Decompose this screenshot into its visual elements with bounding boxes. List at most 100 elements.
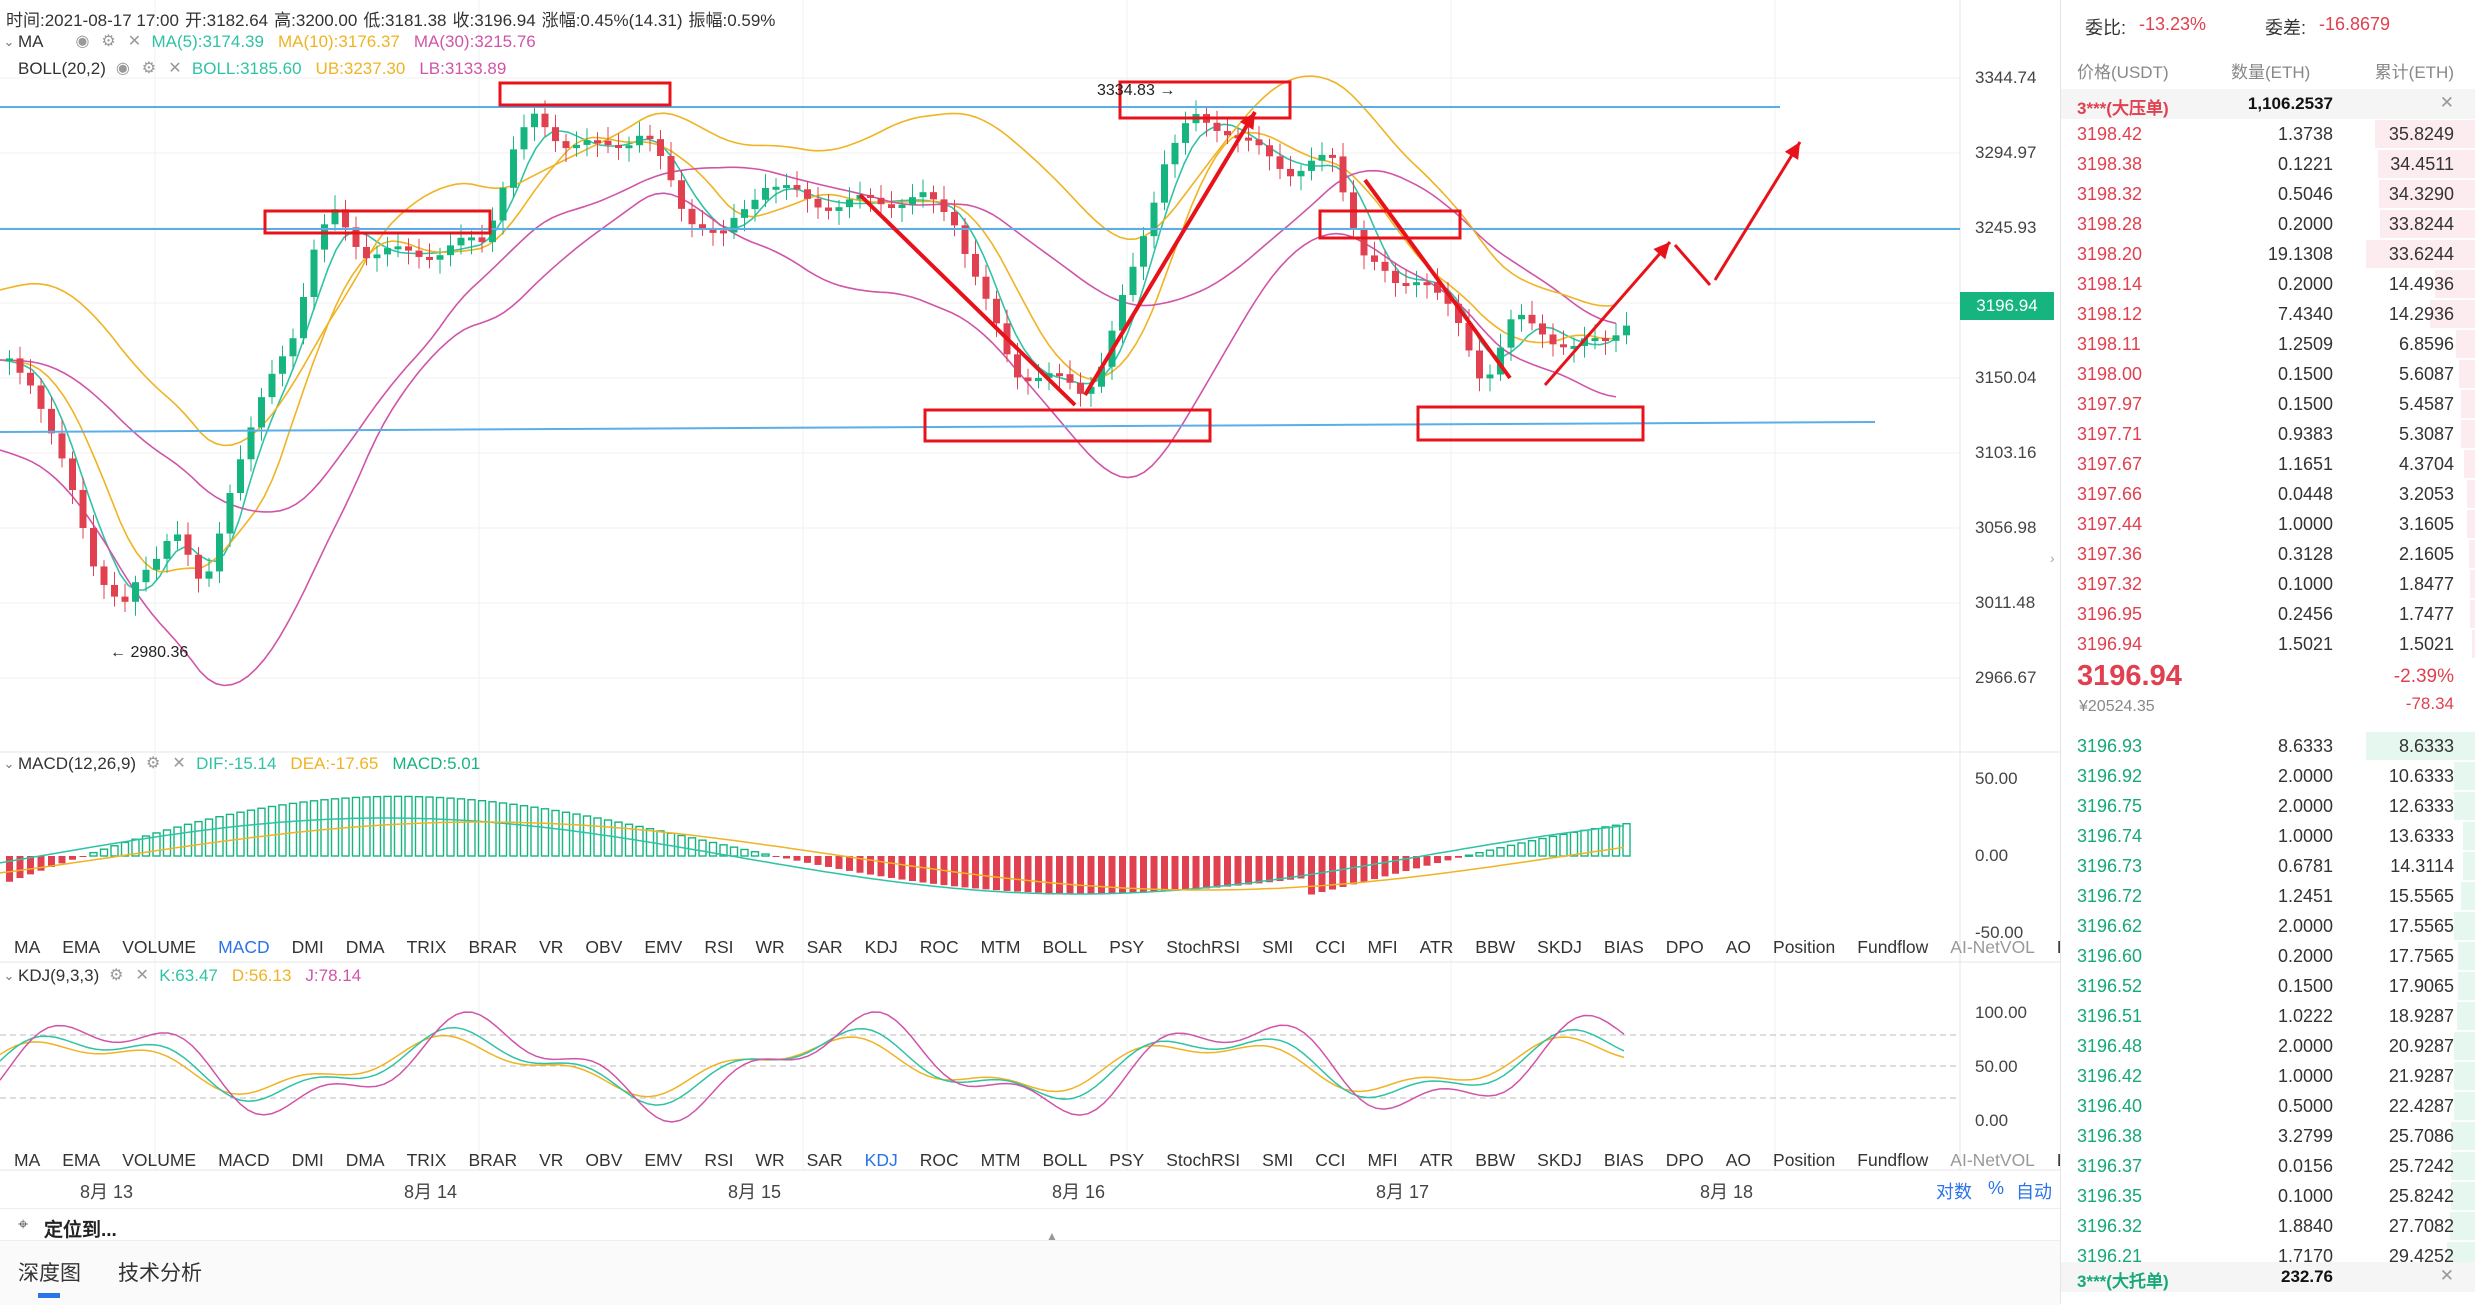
ask-row[interactable]: 3197.32 0.1000 1.8477 xyxy=(2061,569,2475,599)
tab-roc[interactable]: ROC xyxy=(919,937,959,957)
bid-row[interactable]: 3196.93 8.6333 8.6333 xyxy=(2061,731,2475,761)
tab-dmi[interactable]: DMI xyxy=(291,937,324,957)
bid-row[interactable]: 3196.42 1.0000 21.9287 xyxy=(2061,1061,2475,1091)
ask-row[interactable]: 3198.20 19.1308 33.6244 xyxy=(2061,239,2475,269)
tab-macd[interactable]: MACD xyxy=(218,937,270,957)
ask-row[interactable]: 3197.66 0.0448 3.2053 xyxy=(2061,479,2475,509)
chevron-down-icon[interactable]: ⌄ xyxy=(3,756,15,771)
gear-icon[interactable]: ⚙ xyxy=(101,33,116,50)
tab-mfi[interactable]: MFI xyxy=(1367,937,1398,957)
tab-smi[interactable]: SMI xyxy=(1262,937,1294,957)
chevron-down-icon[interactable]: ⌄ xyxy=(3,34,15,49)
tab-fundflow[interactable]: Fundflow xyxy=(1857,937,1929,957)
tab-vr[interactable]: VR xyxy=(539,937,564,957)
tab-rsi[interactable]: RSI xyxy=(704,937,734,957)
tab-technical-analysis[interactable]: 技术分析 xyxy=(118,1262,202,1285)
ask-row[interactable]: 3197.97 0.1500 5.4587 xyxy=(2061,389,2475,419)
tab-dma[interactable]: DMA xyxy=(345,1150,385,1170)
bid-row[interactable]: 3196.38 3.2799 25.7086 xyxy=(2061,1121,2475,1151)
tab-rsi[interactable]: RSI xyxy=(704,1150,734,1170)
gear-icon[interactable]: ⚙ xyxy=(145,755,161,772)
bid-row[interactable]: 3196.92 2.0000 10.6333 xyxy=(2061,761,2475,791)
collapse-handle-icon[interactable]: › xyxy=(2050,550,2055,566)
tab-stochrsi[interactable]: StochRSI xyxy=(1166,937,1241,957)
tab-smi[interactable]: SMI xyxy=(1262,1150,1294,1170)
tab-bbw[interactable]: BBW xyxy=(1475,937,1516,957)
percent-scale-button[interactable]: % xyxy=(1988,1178,2005,1198)
ask-row[interactable]: 3198.32 0.5046 34.3290 xyxy=(2061,179,2475,209)
bid-row[interactable]: 3196.51 1.0222 18.9287 xyxy=(2061,1001,2475,1031)
close-icon[interactable]: ✕ xyxy=(172,755,186,772)
ask-row[interactable]: 3198.14 0.2000 14.4936 xyxy=(2061,269,2475,299)
tab-skdj[interactable]: SKDJ xyxy=(1537,1150,1582,1170)
location-pin-icon[interactable]: ⌖ xyxy=(18,1214,29,1234)
tab-dpo[interactable]: DPO xyxy=(1665,1150,1704,1170)
tab-atr[interactable]: ATR xyxy=(1419,937,1454,957)
ask-row[interactable]: 3196.95 0.2456 1.7477 xyxy=(2061,599,2475,629)
tab-dmi[interactable]: DMI xyxy=(291,1150,324,1170)
tab-mfi[interactable]: MFI xyxy=(1367,1150,1398,1170)
ask-row[interactable]: 3196.94 1.5021 1.5021 xyxy=(2061,629,2475,659)
tab-boll[interactable]: BOLL xyxy=(1042,937,1088,957)
eye-icon[interactable]: ◉ xyxy=(115,60,130,77)
ask-row[interactable]: 3197.67 1.1651 4.3704 xyxy=(2061,449,2475,479)
bid-row[interactable]: 3196.48 2.0000 20.9287 xyxy=(2061,1031,2475,1061)
close-icon[interactable]: ✕ xyxy=(2439,1266,2454,1285)
bid-row[interactable]: 3196.73 0.6781 14.3114 xyxy=(2061,851,2475,881)
tab-psy[interactable]: PSY xyxy=(1109,937,1145,957)
chevron-down-icon[interactable]: ⌄ xyxy=(3,968,15,983)
ask-row[interactable]: 3198.12 7.4340 14.2936 xyxy=(2061,299,2475,329)
close-icon[interactable]: ✕ xyxy=(2439,93,2454,112)
tab-ao[interactable]: AO xyxy=(1725,1150,1752,1170)
ask-row[interactable]: 3197.44 1.0000 3.1605 xyxy=(2061,509,2475,539)
ask-row[interactable]: 3198.38 0.1221 34.4511 xyxy=(2061,149,2475,179)
tab-volume[interactable]: VOLUME xyxy=(122,937,197,957)
tab-ema[interactable]: EMA xyxy=(62,937,101,957)
bid-row[interactable]: 3196.52 0.1500 17.9065 xyxy=(2061,971,2475,1001)
tab-ao[interactable]: AO xyxy=(1725,937,1752,957)
gear-icon[interactable]: ⚙ xyxy=(141,60,157,77)
tab-psy[interactable]: PSY xyxy=(1109,1150,1145,1170)
ask-row[interactable]: 3198.42 1.3738 35.8249 xyxy=(2061,119,2475,149)
tab-trix[interactable]: TRIX xyxy=(406,937,447,957)
bid-row[interactable]: 3196.32 1.8840 27.7082 xyxy=(2061,1211,2475,1241)
ask-row[interactable]: 3197.71 0.9383 5.3087 xyxy=(2061,419,2475,449)
ask-row[interactable]: 3198.11 1.2509 6.8596 xyxy=(2061,329,2475,359)
tab-ai-netvol[interactable]: AI-NetVOL xyxy=(1950,937,2035,957)
tab-roc[interactable]: ROC xyxy=(919,1150,959,1170)
bid-row[interactable]: 3196.74 1.0000 13.6333 xyxy=(2061,821,2475,851)
bid-row[interactable]: 3196.62 2.0000 17.5565 xyxy=(2061,911,2475,941)
tab-dma[interactable]: DMA xyxy=(345,937,385,957)
tab-ai-netvol[interactable]: AI-NetVOL xyxy=(1950,1150,2035,1170)
tab-cci[interactable]: CCI xyxy=(1315,1150,1346,1170)
candlestick-chart[interactable] xyxy=(0,0,2060,1304)
tab-emv[interactable]: EMV xyxy=(644,937,683,957)
bid-row[interactable]: 3196.60 0.2000 17.7565 xyxy=(2061,941,2475,971)
gear-icon[interactable]: ⚙ xyxy=(109,967,124,984)
auto-scale-button[interactable]: 自动 xyxy=(2016,1182,2052,1202)
tab-depth-chart[interactable]: 深度图 xyxy=(18,1262,81,1285)
bid-row[interactable]: 3196.35 0.1000 25.8242 xyxy=(2061,1181,2475,1211)
tab-boll[interactable]: BOLL xyxy=(1042,1150,1088,1170)
tab-position[interactable]: Position xyxy=(1773,937,1836,957)
tab-bbw[interactable]: BBW xyxy=(1475,1150,1516,1170)
tab-mtm[interactable]: MTM xyxy=(980,937,1021,957)
tab-dpo[interactable]: DPO xyxy=(1665,937,1704,957)
tab-vr[interactable]: VR xyxy=(539,1150,564,1170)
eye-icon[interactable]: ◉ xyxy=(75,33,90,50)
tab-sar[interactable]: SAR xyxy=(806,937,843,957)
tab-fundflow[interactable]: Fundflow xyxy=(1857,1150,1929,1170)
tab-wr[interactable]: WR xyxy=(755,1150,785,1170)
tab-brar[interactable]: BRAR xyxy=(468,1150,518,1170)
tab-atr[interactable]: ATR xyxy=(1419,1150,1454,1170)
tab-kdj[interactable]: KDJ xyxy=(864,1150,898,1170)
tab-mtm[interactable]: MTM xyxy=(980,1150,1021,1170)
tab-position[interactable]: Position xyxy=(1773,1150,1836,1170)
close-icon[interactable]: ✕ xyxy=(135,967,149,984)
ask-row[interactable]: 3197.36 0.3128 2.1605 xyxy=(2061,539,2475,569)
tab-cci[interactable]: CCI xyxy=(1315,937,1346,957)
tab-volume[interactable]: VOLUME xyxy=(122,1150,197,1170)
ask-row[interactable]: 3198.00 0.1500 5.6087 xyxy=(2061,359,2475,389)
tab-kdj[interactable]: KDJ xyxy=(864,937,898,957)
tab-wr[interactable]: WR xyxy=(755,937,785,957)
